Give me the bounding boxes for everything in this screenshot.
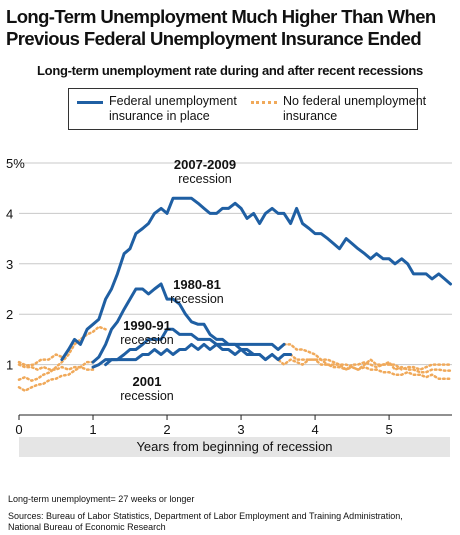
source-line-1: Sources: Bureau of Labor Statistics, Dep…: [8, 511, 403, 521]
annotation-r2007-label: recession: [178, 172, 232, 186]
series-line-2007-2009-federal: [60, 196, 452, 362]
chart-title-line2: Previous Federal Unemployment Insurance …: [6, 28, 422, 49]
series-line-1990-91-no-federal: [17, 325, 107, 382]
annotation-r1990-title: 1990-91: [123, 318, 171, 333]
series-line-1990-91-federal: [104, 327, 286, 367]
x-tick-label: 3: [237, 422, 244, 437]
legend-label-federal: Federal unemployment insurance in place: [109, 94, 237, 123]
annotation-r2001-title: 2001: [133, 374, 162, 389]
y-tick-label: 1: [6, 358, 13, 373]
footnote: Long-term unemployment= 27 weeks or long…: [8, 494, 195, 504]
annotation-r1980-label: recession: [170, 292, 224, 306]
legend-item-no-federal: No federal unemployment insurance: [251, 94, 433, 124]
legend-item-federal: Federal unemployment insurance in place: [77, 94, 239, 124]
legend-label-no-federal: No federal unemployment insurance: [283, 94, 427, 123]
chart-title: Long-Term Unemployment Much Higher Than …: [6, 6, 454, 50]
legend-swatch-federal: [77, 101, 103, 104]
annotation-r1990-label: recession: [120, 333, 174, 347]
annotation-r1980-title: 1980-81: [173, 277, 221, 292]
x-axis-label: Years from beginning of recession: [19, 437, 450, 457]
y-tick-label: 3: [6, 257, 13, 272]
series-line-2001-no-federal: [289, 353, 452, 374]
source-note: Sources: Bureau of Labor Statistics, Dep…: [8, 511, 403, 533]
source-line-2: National Bureau of Economic Research: [8, 522, 166, 532]
y-tick-label: 2: [6, 307, 13, 322]
x-tick-label: 4: [311, 422, 318, 437]
x-tick-label: 1: [89, 422, 96, 437]
x-tick-label: 0: [15, 422, 22, 437]
series-line-2001-no-federal: [17, 363, 95, 371]
annotation-r2001-label: recession: [120, 389, 174, 403]
series-line-2007-2009-no-federal: [17, 353, 64, 367]
x-tick-label: 2: [163, 422, 170, 437]
y-tick-label: 5%: [6, 156, 25, 171]
chart-title-line1: Long-Term Unemployment Much Higher Than …: [6, 6, 436, 27]
annotation-r2007-title: 2007-2009: [174, 157, 236, 172]
series-line-1990-91-no-federal: [282, 343, 452, 380]
chart-subtitle: Long-term unemployment rate during and a…: [37, 63, 423, 78]
legend: Federal unemployment insurance in place …: [68, 88, 426, 130]
legend-swatch-no-federal: [251, 101, 277, 104]
series-line-2001-federal: [91, 342, 293, 369]
x-tick-label: 5: [385, 422, 392, 437]
series-line-1980-81-no-federal: [270, 353, 452, 371]
y-tick-label: 4: [6, 206, 13, 221]
